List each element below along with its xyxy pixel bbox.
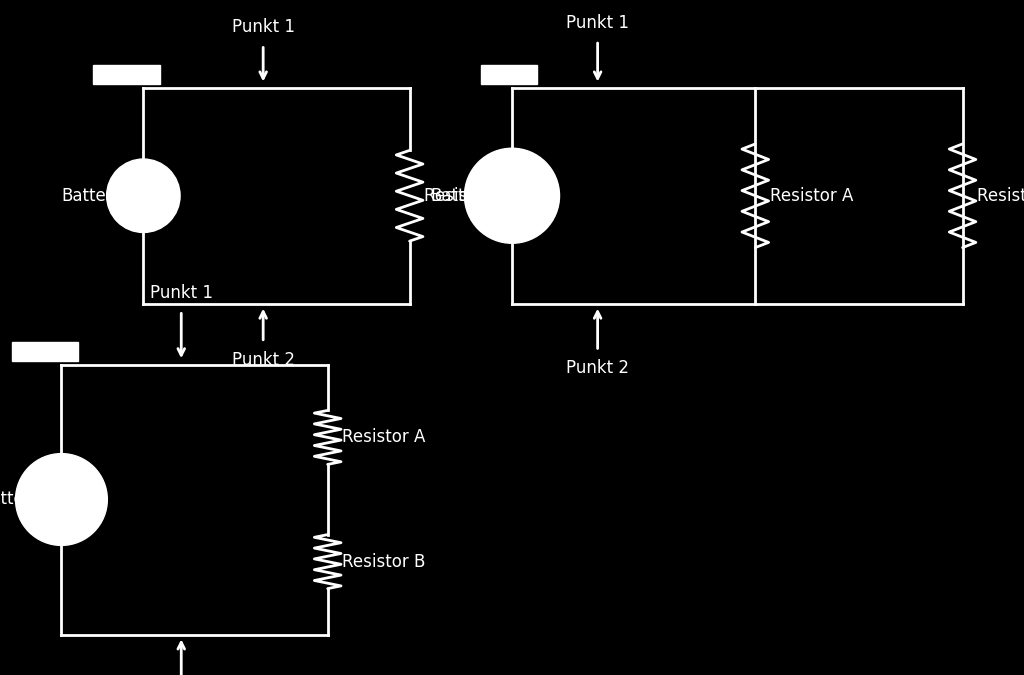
Text: Resistor A: Resistor A: [424, 187, 507, 205]
Text: Resistor B: Resistor B: [977, 187, 1024, 205]
Text: Punkt 1: Punkt 1: [150, 284, 213, 302]
Text: Batteri: Batteri: [0, 491, 36, 508]
FancyBboxPatch shape: [93, 65, 160, 84]
Text: Batteri: Batteri: [61, 187, 118, 205]
Text: Resistor B: Resistor B: [342, 553, 425, 570]
Text: Resistor A: Resistor A: [342, 429, 425, 446]
FancyBboxPatch shape: [11, 342, 78, 361]
Ellipse shape: [465, 148, 559, 243]
Ellipse shape: [15, 454, 108, 545]
Text: Resistor A: Resistor A: [770, 187, 853, 205]
Text: Punkt 1: Punkt 1: [566, 14, 629, 32]
Text: Punkt 2: Punkt 2: [231, 351, 295, 369]
Text: Punkt 1: Punkt 1: [231, 18, 295, 36]
Ellipse shape: [106, 159, 180, 232]
Text: Punkt 2: Punkt 2: [566, 359, 629, 377]
Text: Batteri: Batteri: [430, 187, 486, 205]
FancyBboxPatch shape: [481, 65, 538, 84]
